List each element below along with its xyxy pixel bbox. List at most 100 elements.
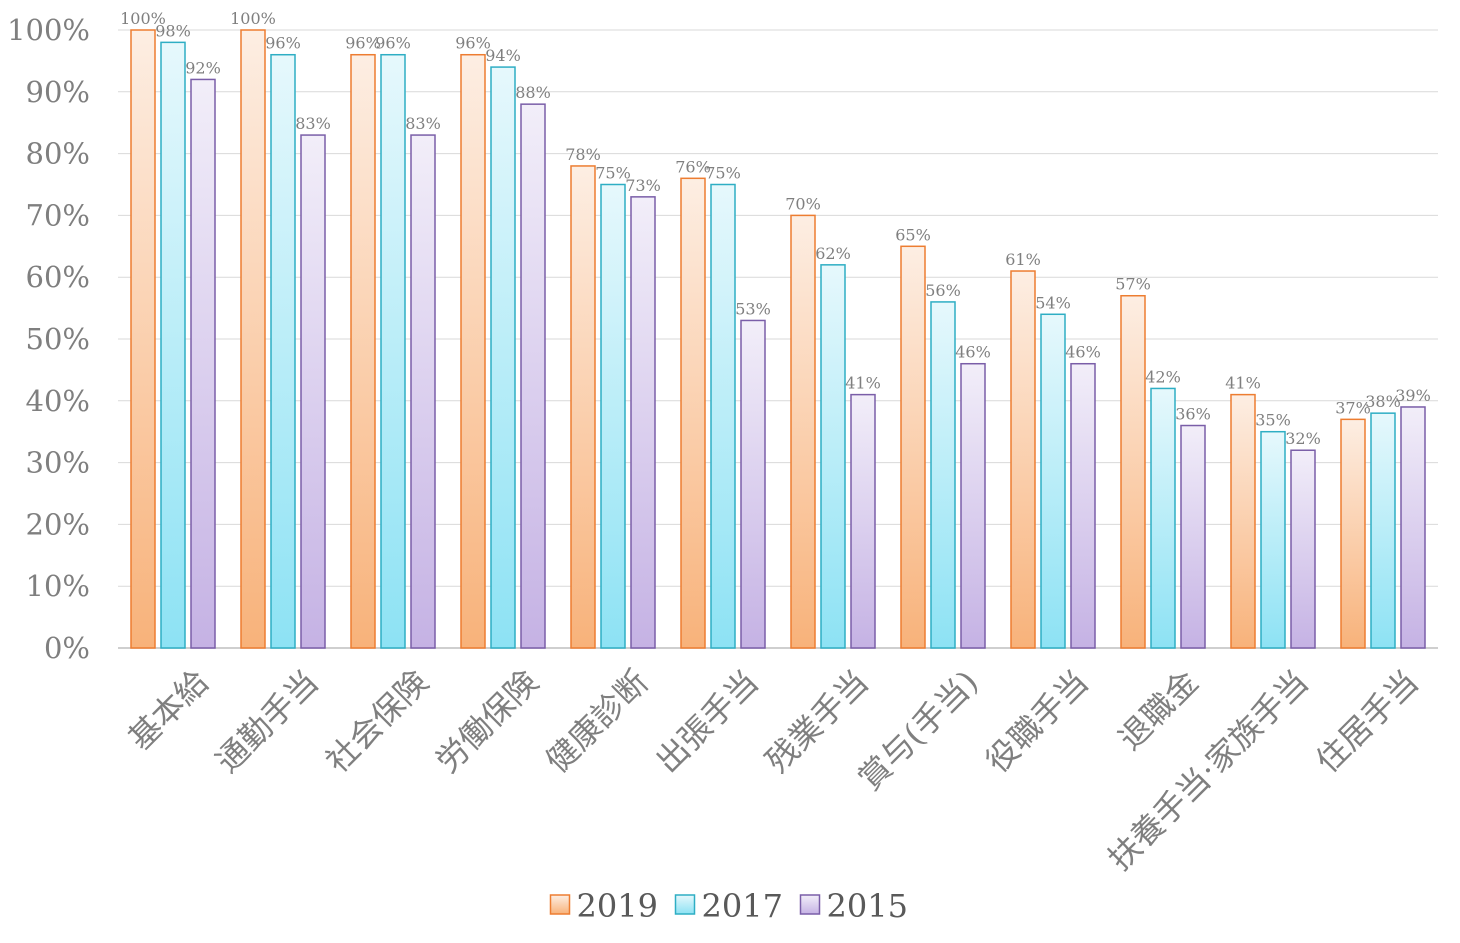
bar-2015-6 <box>740 319 766 649</box>
x-category-label: 基本給 <box>121 663 216 758</box>
legend-label-2017: 2017 <box>702 887 783 925</box>
bar-2015-7 <box>850 393 876 649</box>
data-label-2015-2: 83% <box>295 114 331 133</box>
data-label-2015-6: 53% <box>735 299 771 318</box>
bar-2015-10 <box>1180 424 1206 649</box>
legend-swatch-2019 <box>549 894 571 915</box>
bar-2017-8 <box>930 301 956 649</box>
bar-2019-4 <box>460 53 486 649</box>
data-label-2019-2: 100% <box>230 9 276 28</box>
data-label-2019-11: 41% <box>1225 374 1261 393</box>
bar-2015-4 <box>520 103 546 649</box>
data-label-2015-4: 88% <box>515 83 551 102</box>
bar-2017-4 <box>490 66 516 649</box>
data-label-2017-4: 94% <box>485 46 521 65</box>
data-label-2017-3: 96% <box>375 34 411 53</box>
bar-2017-6 <box>710 183 736 649</box>
bar-2019-10 <box>1120 294 1146 649</box>
bar-2015-8 <box>960 362 986 649</box>
data-label-2017-12: 38% <box>1365 392 1401 411</box>
x-category-label: 賞与(手当) <box>851 663 986 798</box>
bar-2017-2 <box>270 53 296 649</box>
data-label-2017-10: 42% <box>1145 367 1181 386</box>
x-category-label: 労働保険 <box>428 663 545 780</box>
bar-2015-2 <box>300 134 326 649</box>
data-label-2015-5: 73% <box>625 176 661 195</box>
data-label-2017-11: 35% <box>1255 411 1291 430</box>
y-tick-label: 30% <box>26 446 90 480</box>
bar-2015-9 <box>1070 362 1096 649</box>
y-tick-label: 50% <box>26 322 90 356</box>
x-category-label: 通勤手当 <box>208 663 325 780</box>
bar-2015-12 <box>1400 406 1426 649</box>
data-label-2015-8: 46% <box>955 343 991 362</box>
bar-2019-9 <box>1010 270 1036 649</box>
legend-swatch-2015 <box>799 894 821 915</box>
y-tick-label: 90% <box>26 75 90 109</box>
data-label-2015-10: 36% <box>1175 405 1211 424</box>
data-label-2019-9: 61% <box>1005 250 1041 269</box>
bar-2017-3 <box>380 53 406 649</box>
x-category-label: 住居手当 <box>1308 663 1425 780</box>
data-label-2015-11: 32% <box>1285 429 1321 448</box>
data-label-2019-4: 96% <box>455 34 491 53</box>
gridlines <box>118 29 1438 649</box>
x-category-label: 扶養手当·家族手当 <box>1101 663 1316 878</box>
bar-2017-7 <box>820 264 846 649</box>
data-label-2019-10: 57% <box>1115 275 1151 294</box>
data-label-2017-7: 62% <box>815 244 851 263</box>
data-label-2019-5: 78% <box>565 145 601 164</box>
bar-2019-7 <box>790 214 816 649</box>
data-label-2017-2: 96% <box>265 34 301 53</box>
bar-2019-1 <box>130 29 156 649</box>
data-label-2015-12: 39% <box>1395 386 1431 405</box>
bar-2017-1 <box>160 41 186 649</box>
data-label-2015-1: 92% <box>185 58 221 77</box>
data-label-2019-3: 96% <box>345 34 381 53</box>
data-label-2019-6: 76% <box>675 157 711 176</box>
y-tick-label: 100% <box>7 13 90 47</box>
data-label-2019-7: 70% <box>785 194 821 213</box>
bar-2017-12 <box>1370 412 1396 649</box>
data-label-2019-8: 65% <box>895 225 931 244</box>
bar-2017-11 <box>1260 430 1286 649</box>
y-tick-label: 70% <box>26 198 90 232</box>
y-tick-label: 0% <box>44 631 90 665</box>
y-tick-label: 80% <box>26 137 90 171</box>
bar-2015-5 <box>630 196 656 649</box>
data-label-2019-12: 37% <box>1335 398 1371 417</box>
data-label-2015-9: 46% <box>1065 343 1101 362</box>
y-tick-label: 40% <box>26 384 90 418</box>
bar-2019-5 <box>570 165 596 649</box>
data-labels: 100%98%92%100%96%83%96%96%83%96%94%88%78… <box>120 9 1431 448</box>
y-tick-label: 60% <box>26 260 90 294</box>
data-label-2017-8: 56% <box>925 281 961 300</box>
legend-label-2019: 2019 <box>577 887 658 925</box>
y-tick-label: 20% <box>26 507 90 541</box>
bar-2019-12 <box>1340 418 1366 649</box>
x-category-label: 退職金 <box>1111 663 1206 758</box>
bar-2019-2 <box>240 29 266 649</box>
x-category-label: 役職手当 <box>978 663 1095 780</box>
data-label-2015-3: 83% <box>405 114 441 133</box>
y-axis: 0% 10% 20% 30% 40% 50% 60% 70% 80% 90% 100% <box>7 13 90 665</box>
bar-2017-9 <box>1040 313 1066 649</box>
legend: 2019 2017 2015 <box>549 887 908 925</box>
y-tick-label: 10% <box>26 569 90 603</box>
bar-2019-6 <box>680 177 706 649</box>
x-category-label: 社会保険 <box>318 663 435 780</box>
bar-2017-5 <box>600 183 626 649</box>
data-label-2017-1: 98% <box>155 21 191 40</box>
legend-label-2015: 2015 <box>827 887 908 925</box>
data-label-2015-7: 41% <box>845 374 881 393</box>
bar-2017-10 <box>1150 387 1176 649</box>
bar-2015-3 <box>410 134 436 649</box>
bar-2019-8 <box>900 245 926 649</box>
bars <box>130 29 1426 649</box>
data-label-2017-5: 75% <box>595 164 631 183</box>
bar-2015-11 <box>1290 449 1316 649</box>
x-category-label: 出張手当 <box>648 663 765 780</box>
data-label-2019-1: 100% <box>120 9 166 28</box>
